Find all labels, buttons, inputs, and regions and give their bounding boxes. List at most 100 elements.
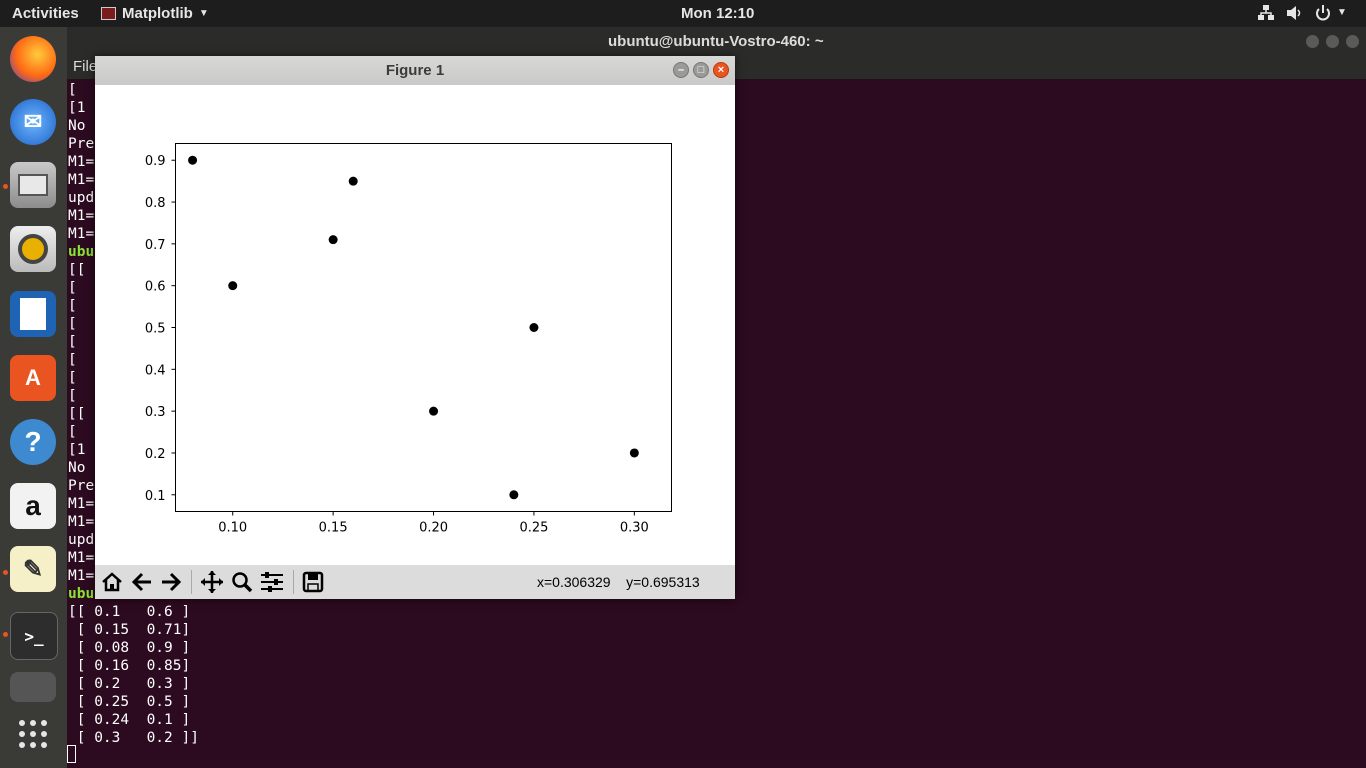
terminal-line: M1= bbox=[68, 154, 95, 170]
terminal-line: [ bbox=[68, 298, 77, 314]
maximize-button[interactable] bbox=[1326, 35, 1339, 48]
clock[interactable]: Mon 12:10 bbox=[681, 5, 755, 22]
terminal-line: [ bbox=[68, 388, 77, 404]
y-tick-label: 0.2 bbox=[145, 447, 166, 462]
terminal-line: [1 bbox=[68, 100, 86, 116]
scatter-point bbox=[429, 406, 439, 416]
terminal-line: [ bbox=[68, 280, 77, 296]
power-icon[interactable] bbox=[1314, 4, 1332, 26]
text-editor-icon[interactable]: ✎ bbox=[10, 546, 56, 592]
terminal-line: M1= bbox=[68, 550, 95, 566]
maximize-button[interactable]: □ bbox=[693, 62, 709, 78]
dock: ✉ A ? a ✎ >_ bbox=[0, 27, 67, 768]
terminal-line: No bbox=[68, 460, 86, 476]
files-icon[interactable] bbox=[10, 162, 56, 208]
magnifier-icon bbox=[232, 572, 253, 593]
y-tick-label: 0.8 bbox=[145, 196, 166, 211]
terminal-line: [ 0.15 0.71] bbox=[68, 622, 191, 638]
terminal-line: [1 bbox=[68, 442, 86, 458]
network-icon[interactable] bbox=[1257, 4, 1275, 26]
terminal-line: M1= bbox=[68, 208, 95, 224]
thunderbird-icon[interactable]: ✉ bbox=[10, 99, 56, 145]
scatter-chart[interactable]: 0.10 0.15 0.20 0.25 0.30 0.1 0.2 0.3 0.4 0.5 0.6 0… bbox=[95, 85, 735, 565]
forward-button[interactable] bbox=[157, 568, 185, 596]
terminal-line: [ bbox=[68, 424, 77, 440]
arrow-right-icon bbox=[162, 572, 182, 592]
back-button[interactable] bbox=[128, 568, 156, 596]
toolbar-separator bbox=[191, 570, 192, 594]
terminal-line: [ bbox=[68, 316, 77, 332]
help-icon[interactable]: ? bbox=[10, 419, 56, 465]
terminal-line: upd bbox=[68, 190, 95, 206]
terminal-cursor bbox=[67, 745, 76, 763]
terminal-line: M1= bbox=[68, 172, 95, 188]
terminal-line: upd bbox=[68, 532, 95, 548]
scatter-point bbox=[629, 448, 639, 458]
close-button[interactable]: × bbox=[713, 62, 729, 78]
amazon-icon[interactable]: a bbox=[10, 483, 56, 529]
scatter-point bbox=[228, 281, 238, 291]
terminal-line: [ 0.08 0.9 ] bbox=[68, 640, 191, 656]
system-menu-chevron-icon[interactable]: ▼ bbox=[1337, 7, 1347, 18]
software-center-icon[interactable]: A bbox=[10, 355, 56, 401]
save-button[interactable] bbox=[299, 568, 327, 596]
configure-subplots-button[interactable] bbox=[258, 568, 286, 596]
terminal-line: ubu bbox=[68, 586, 95, 602]
show-applications-icon[interactable] bbox=[10, 711, 56, 757]
x-tick-label: 0.15 bbox=[319, 521, 348, 536]
pan-button[interactable] bbox=[198, 568, 226, 596]
scatter-point bbox=[509, 490, 519, 500]
scatter-point bbox=[348, 176, 358, 186]
terminal-line: M1= bbox=[68, 226, 95, 242]
toolbar-separator bbox=[293, 570, 294, 594]
firefox-icon[interactable] bbox=[10, 36, 56, 82]
terminal-line: [ bbox=[68, 352, 77, 368]
rhythmbox-icon[interactable] bbox=[10, 226, 56, 272]
top-panel: Activities Matplotlib ▼ Mon 12:10 ▼ bbox=[0, 0, 1366, 27]
x-tick-label: 0.30 bbox=[620, 521, 649, 536]
home-button[interactable] bbox=[98, 568, 126, 596]
move-icon bbox=[201, 571, 223, 593]
app-menu[interactable]: Matplotlib ▼ bbox=[101, 5, 209, 22]
close-button[interactable] bbox=[1346, 35, 1359, 48]
running-app-icon[interactable] bbox=[10, 672, 56, 702]
terminal-line: [[ bbox=[68, 406, 86, 422]
y-tick-label: 0.5 bbox=[145, 322, 166, 337]
terminal-line: M1= bbox=[68, 514, 95, 530]
terminal-output[interactable]: [[1 No Pre M1= M1= upd M1= M1= ubu[[[[[[[[[[[[[1… bbox=[67, 79, 1366, 768]
libreoffice-writer-icon[interactable] bbox=[10, 291, 56, 337]
y-tick-label: 0.3 bbox=[145, 405, 166, 420]
menu-file[interactable]: File bbox=[73, 58, 98, 75]
terminal-line: [ 0.24 0.1 ] bbox=[68, 712, 191, 728]
x-tick-label: 0.10 bbox=[218, 521, 247, 536]
terminal-line: [[ bbox=[68, 262, 86, 278]
terminal-line: Pre bbox=[68, 478, 95, 494]
matplotlib-app-icon bbox=[101, 7, 116, 20]
terminal-line: [ 0.16 0.85] bbox=[68, 658, 191, 674]
scatter-point bbox=[328, 235, 338, 245]
terminal-line: [ 0.25 0.5 ] bbox=[68, 694, 191, 710]
arrow-left-icon bbox=[131, 572, 151, 592]
save-icon bbox=[302, 571, 324, 593]
plot-frame bbox=[175, 143, 672, 512]
y-tick-label: 0.4 bbox=[145, 363, 166, 378]
running-indicator bbox=[3, 632, 8, 637]
figure-toolbar: x=0.306329 y=0.695313 bbox=[95, 565, 735, 599]
activities-button[interactable]: Activities bbox=[12, 5, 79, 22]
minimize-button[interactable]: – bbox=[673, 62, 689, 78]
minimize-button[interactable] bbox=[1306, 35, 1319, 48]
terminal-line: [ 0.2 0.3 ] bbox=[68, 676, 191, 692]
terminal-line: [[ 0.1 0.6 ] bbox=[68, 604, 191, 620]
zoom-button[interactable] bbox=[228, 568, 256, 596]
figure-window[interactable]: Figure 1 – □ × 0.10 0.15 0.20 0.25 0.30 0.1 0… bbox=[95, 56, 735, 599]
chevron-down-icon: ▼ bbox=[198, 8, 209, 19]
terminal-titlebar[interactable]: ubuntu@ubuntu-Vostro-460: ~ bbox=[67, 27, 1366, 55]
terminal-line: [ bbox=[68, 334, 77, 350]
terminal-title: ubuntu@ubuntu-Vostro-460: ~ bbox=[608, 33, 824, 50]
figure-titlebar[interactable]: Figure 1 – □ × bbox=[95, 56, 735, 85]
running-indicator bbox=[3, 570, 8, 575]
terminal-icon[interactable]: >_ bbox=[10, 612, 58, 660]
volume-icon[interactable] bbox=[1285, 4, 1303, 26]
terminal-line: M1= bbox=[68, 568, 95, 584]
x-tick-label: 0.25 bbox=[519, 521, 548, 536]
